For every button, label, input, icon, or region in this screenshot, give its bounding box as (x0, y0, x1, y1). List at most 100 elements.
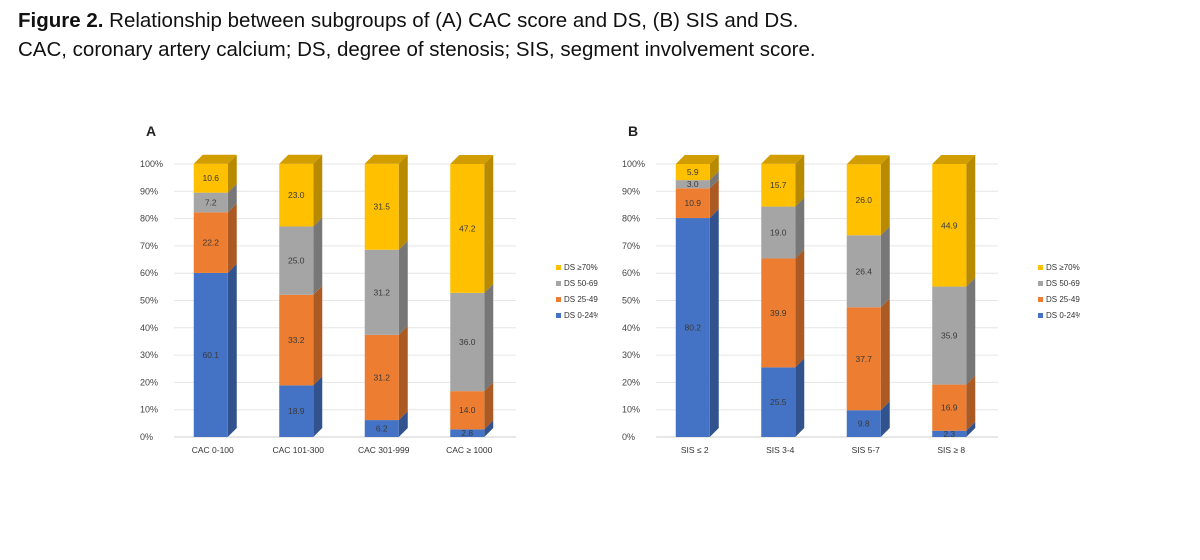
bar-segment-side (227, 263, 237, 437)
data-label: 25.5 (770, 397, 787, 407)
y-tick-label: 20% (622, 377, 640, 387)
y-tick-label: 40% (622, 323, 640, 333)
bar-segment-side (880, 298, 890, 411)
bar-top-face (279, 154, 323, 164)
y-tick-label: 80% (140, 214, 158, 224)
category-label: CAC 301-999 (358, 445, 410, 455)
data-label: 18.9 (288, 406, 305, 416)
category-label: SIS 5-7 (852, 445, 881, 455)
data-label: 3.0 (687, 179, 699, 189)
bar-segment (675, 218, 710, 437)
bar-segment-side (484, 155, 494, 293)
bar-top-face (932, 155, 976, 164)
bar-segment (675, 188, 710, 219)
data-label: 14.0 (459, 405, 476, 415)
y-tick-label: 70% (140, 241, 158, 251)
bar-segment-side (880, 226, 890, 308)
figure-label: Figure 2. (18, 9, 104, 32)
bar-segment (932, 430, 967, 437)
y-tick-label: 100% (140, 159, 163, 169)
legend-swatch (556, 281, 561, 286)
bar-segment (193, 272, 228, 437)
category-label: CAC 0-100 (192, 445, 234, 455)
legend-swatch (1038, 313, 1043, 318)
bar-segment-side (709, 179, 719, 219)
data-label: 9.8 (858, 419, 870, 429)
panel-letter: B (628, 123, 638, 139)
data-label: 2.3 (943, 429, 955, 439)
y-tick-label: 40% (140, 323, 158, 333)
bar-segment (279, 226, 314, 295)
legend-swatch (1038, 265, 1043, 270)
bar-segment-side (227, 203, 237, 273)
y-tick-label: 70% (622, 241, 640, 251)
legend-label: DS 50-69% (564, 279, 598, 288)
bar-segment (279, 294, 314, 386)
category-label: CAC ≥ 1000 (446, 445, 493, 455)
figure-caption: Figure 2. Relationship between subgroups… (18, 6, 816, 64)
bar-segment (761, 206, 796, 259)
bar-segment (846, 307, 881, 411)
y-tick-label: 10% (140, 405, 158, 415)
y-tick-label: 50% (140, 296, 158, 306)
bar-segment-side (313, 217, 323, 295)
category-label: CAC 101-300 (272, 445, 324, 455)
bar-segment-side (966, 421, 976, 437)
bar-segment-side (313, 376, 323, 437)
bar-segment (932, 286, 967, 385)
bar-segment-side (313, 285, 323, 386)
y-tick-label: 100% (622, 159, 645, 169)
bar-segment (932, 164, 967, 287)
bar-segment-side (709, 209, 719, 437)
bar-segment (364, 334, 399, 421)
legend-label: DS ≥70% (1046, 263, 1080, 272)
y-tick-label: 60% (140, 268, 158, 278)
bar-top-face (761, 154, 805, 164)
bar-segment (450, 164, 485, 293)
bar-segment (364, 420, 399, 437)
bar-segment (450, 429, 485, 437)
bar-top-face (364, 154, 408, 164)
data-label: 25.0 (288, 256, 305, 266)
bar-segment-side (484, 283, 494, 392)
y-tick-label: 90% (140, 186, 158, 196)
bar-segment-side (880, 155, 890, 236)
bar-segment-side (398, 154, 408, 250)
bar-top-face (846, 155, 890, 165)
bar-segment-side (795, 197, 805, 259)
data-label: 39.9 (770, 308, 787, 318)
bar-segment-side (398, 325, 408, 421)
bar-segment (846, 235, 881, 308)
data-label: 37.7 (855, 354, 872, 364)
data-label: 15.7 (770, 180, 787, 190)
caption-line-2: CAC, coronary artery calcium; DS, degree… (18, 38, 816, 61)
data-label: 7.2 (205, 197, 217, 207)
bar-segment-side (966, 375, 976, 431)
bar-segment-side (966, 155, 976, 287)
panel-letter: A (146, 123, 156, 139)
data-label: 80.2 (684, 323, 701, 333)
chart-panel-a: A 0% 10% 20% 30% 40% 50% 60% 70% 80% 90% 100% 60.1 22… (140, 123, 598, 455)
caption-title: Relationship between subgroups of (A) CA… (109, 9, 799, 32)
data-label: 31.2 (373, 372, 390, 382)
data-label: 60.1 (202, 350, 219, 360)
y-tick-label: 80% (622, 214, 640, 224)
bar-segment (364, 249, 399, 335)
data-label: 16.9 (941, 403, 958, 413)
data-label: 23.0 (288, 190, 305, 200)
bar-segment (846, 164, 881, 236)
bar-segment (675, 164, 710, 181)
bar-segment-side (709, 171, 719, 189)
bar-segment-side (709, 155, 719, 181)
bar-segment-side (795, 358, 805, 437)
y-tick-label: 30% (140, 350, 158, 360)
bar-segment (675, 180, 710, 189)
bar-segment (761, 163, 796, 207)
legend-label: DS 50-69% (1046, 279, 1080, 288)
bar-segment-side (795, 249, 805, 368)
category-label: SIS ≤ 2 (681, 445, 709, 455)
bar-segment (279, 163, 314, 227)
bar-segment-side (227, 154, 237, 193)
chart-panel-b: B 0% 10% 20% 30% 40% 50% 60% 70% 80% 90% 100% 80.2 10… (622, 123, 1080, 455)
data-label: 26.4 (855, 266, 872, 276)
